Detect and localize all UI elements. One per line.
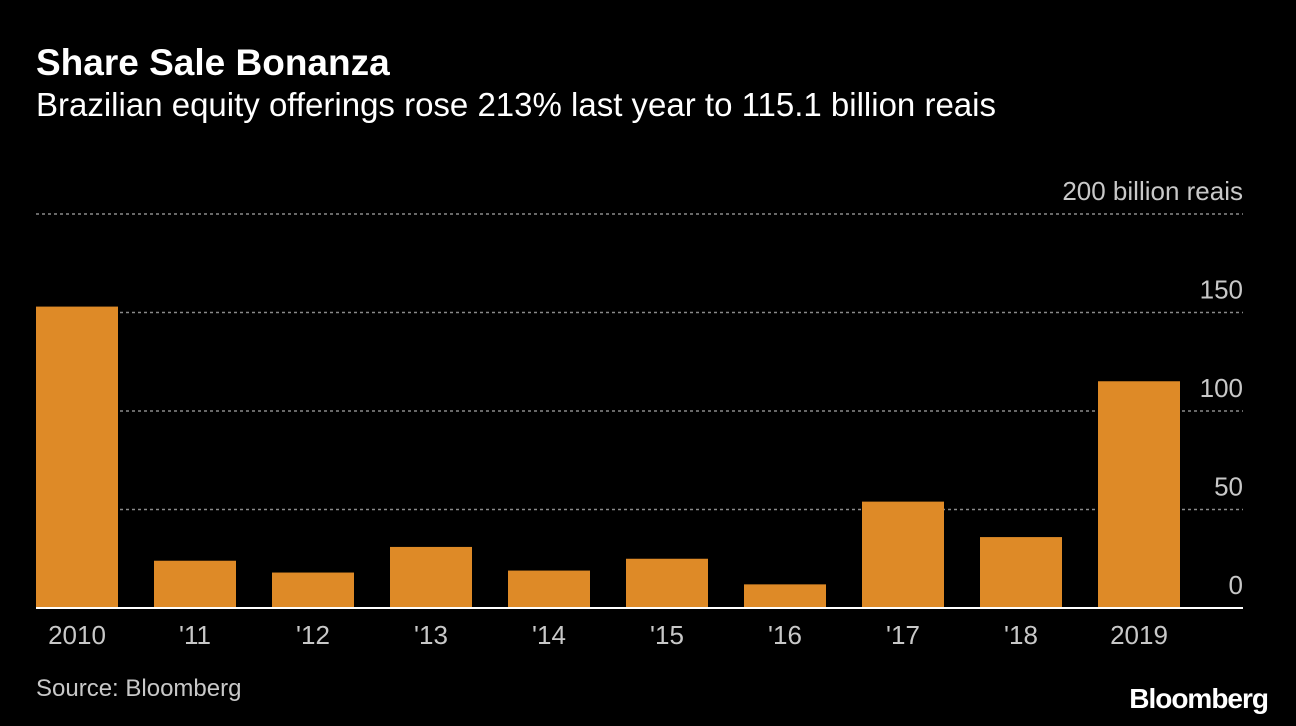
chart-title: Share Sale Bonanza [36,42,390,83]
bar-12 [272,572,354,608]
x-tick-label: 2019 [1110,620,1168,650]
x-tick-label: 2010 [48,620,106,650]
bar-17 [862,501,944,608]
x-tick-label: '11 [179,620,211,650]
x-tick-label: '18 [1004,620,1038,650]
x-tick-label: '15 [650,620,684,650]
y-tick-label: 200 billion reais [1062,176,1243,206]
x-tick-label: '12 [296,620,330,650]
x-tick-label: '16 [768,620,802,650]
bar-15 [626,558,708,608]
y-tick-label: 50 [1214,472,1243,502]
bar-2010 [36,306,118,608]
x-tick-label: '17 [886,620,920,650]
x-tick-label: '13 [414,620,448,650]
bar-18 [980,537,1062,608]
bar-13 [390,546,472,608]
y-tick-label: 100 [1200,373,1243,403]
y-tick-label: 150 [1200,275,1243,305]
bar-11 [154,560,236,608]
source-note: Source: Bloomberg [36,675,242,702]
y-tick-label: 0 [1229,570,1243,600]
bar-16 [744,584,826,608]
bar-14 [508,570,590,608]
x-tick-label: '14 [532,620,566,650]
bar-2019 [1098,381,1180,608]
bloomberg-logo: Bloomberg [1129,683,1269,714]
chart-subtitle: Brazilian equity offerings rose 213% las… [36,86,996,123]
